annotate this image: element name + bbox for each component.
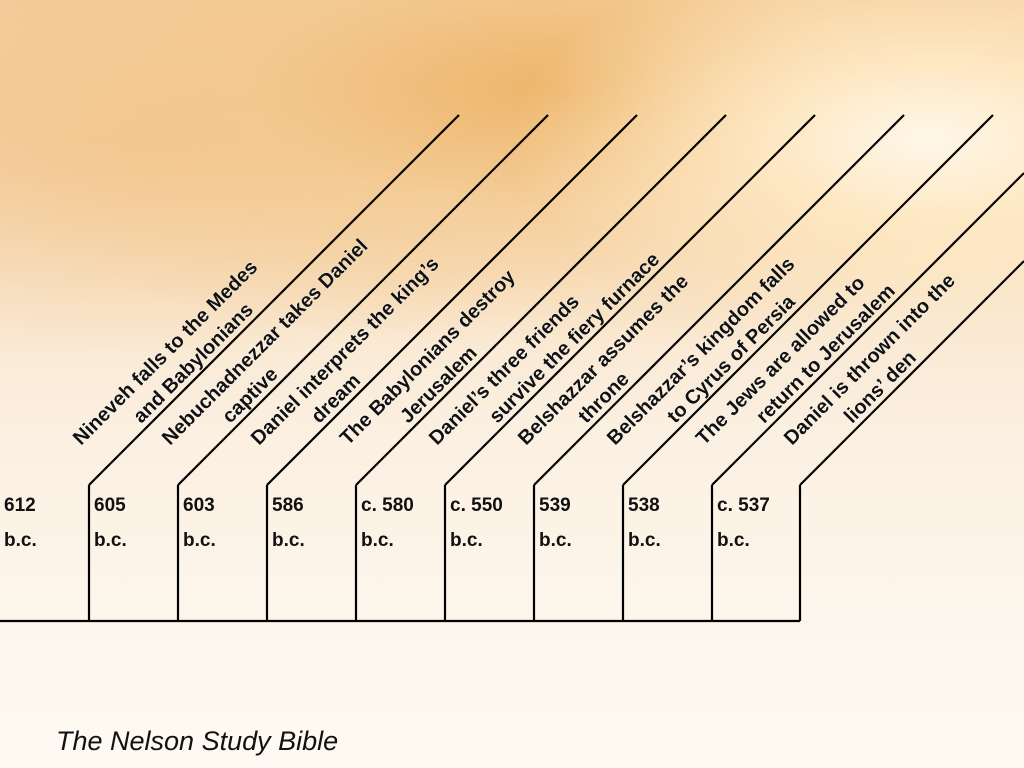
divider-diagonal: [799, 260, 1024, 486]
event-date-year: 586: [272, 495, 304, 516]
event-date-era: b.c.: [628, 530, 661, 551]
divider-diagonal: [177, 114, 549, 486]
divider-diagonal: [88, 114, 460, 486]
event-date-era: b.c.: [183, 530, 216, 551]
divider-diagonal: [444, 114, 816, 486]
event-date-year: c. 580: [361, 495, 414, 516]
divider-diagonal: [266, 114, 638, 486]
event-date-year: 538: [628, 495, 660, 516]
event-date-era: b.c.: [4, 530, 37, 551]
event-date-year: 605: [94, 495, 126, 516]
event-date-year: 539: [539, 495, 571, 516]
timeline-dates: 612 b.c. 605 b.c. 603 b.c. 586 b.c. c. 580 b.c. c.…: [4, 495, 770, 551]
event-date-era: b.c.: [450, 530, 483, 551]
divider-diagonal: [533, 114, 905, 486]
timeline-dividers: [87, 114, 1024, 621]
event-date-year: c. 550: [450, 495, 503, 516]
event-date-year: c. 537: [717, 495, 770, 516]
event-date-year: 603: [183, 495, 215, 516]
event-date-era: b.c.: [539, 530, 572, 551]
event-date-era: b.c.: [94, 530, 127, 551]
event-date-year: 612: [4, 495, 36, 516]
event-date-era: b.c.: [717, 530, 750, 551]
divider-diagonal: [622, 114, 994, 486]
event-date-era: b.c.: [272, 530, 305, 551]
event-date-era: b.c.: [361, 530, 394, 551]
source-citation: The Nelson Study Bible: [56, 726, 339, 756]
divider-diagonal: [711, 172, 1024, 486]
divider-diagonal: [355, 114, 727, 486]
